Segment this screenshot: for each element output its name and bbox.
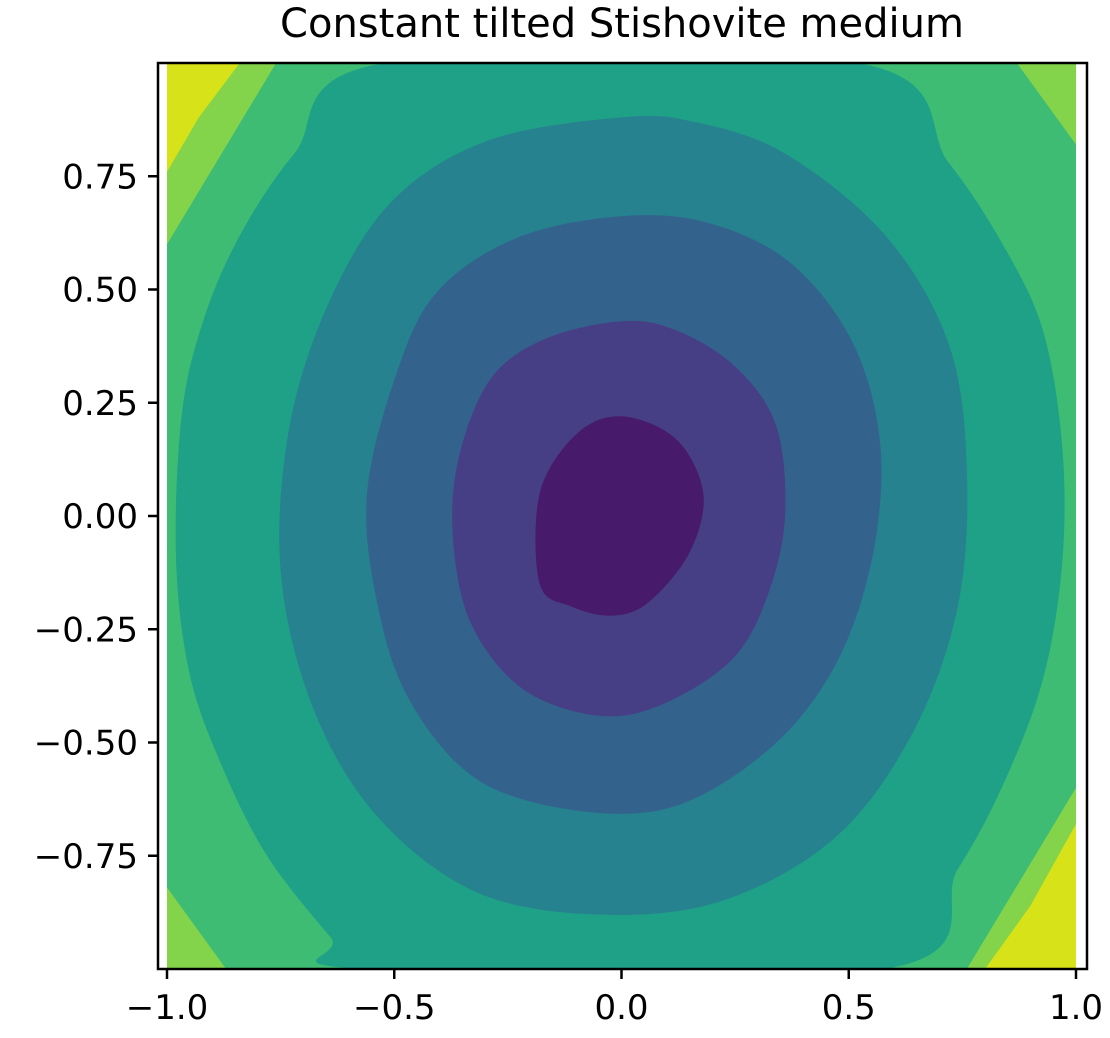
x-tick-label: 1.0: [1049, 988, 1103, 1028]
y-tick-label: 0.00: [62, 497, 138, 537]
y-tick-label: −0.25: [34, 610, 138, 650]
y-tick-label: −0.50: [34, 724, 138, 764]
plot-area: [167, 63, 1076, 969]
x-tick-label: 0.5: [822, 988, 876, 1028]
x-tick-label: −0.5: [353, 988, 436, 1028]
y-tick-label: 0.25: [62, 384, 138, 424]
plot-frame: [156, 61, 1089, 971]
y-tick-label: 0.75: [62, 157, 138, 197]
y-axis: −0.75 −0.50 −0.25 0.00 0.25 0.50 0.75: [34, 157, 158, 877]
y-tick-label: 0.50: [62, 271, 138, 311]
y-tick-label: −0.75: [34, 837, 138, 877]
chart-title: Constant tilted Stishovite medium: [280, 1, 964, 47]
x-tick-label: −1.0: [126, 988, 209, 1028]
contour-level-1: [535, 416, 704, 616]
x-axis: −1.0 −0.5 0.0 0.5 1.0: [126, 969, 1103, 1028]
x-tick-label: 0.0: [594, 988, 648, 1028]
